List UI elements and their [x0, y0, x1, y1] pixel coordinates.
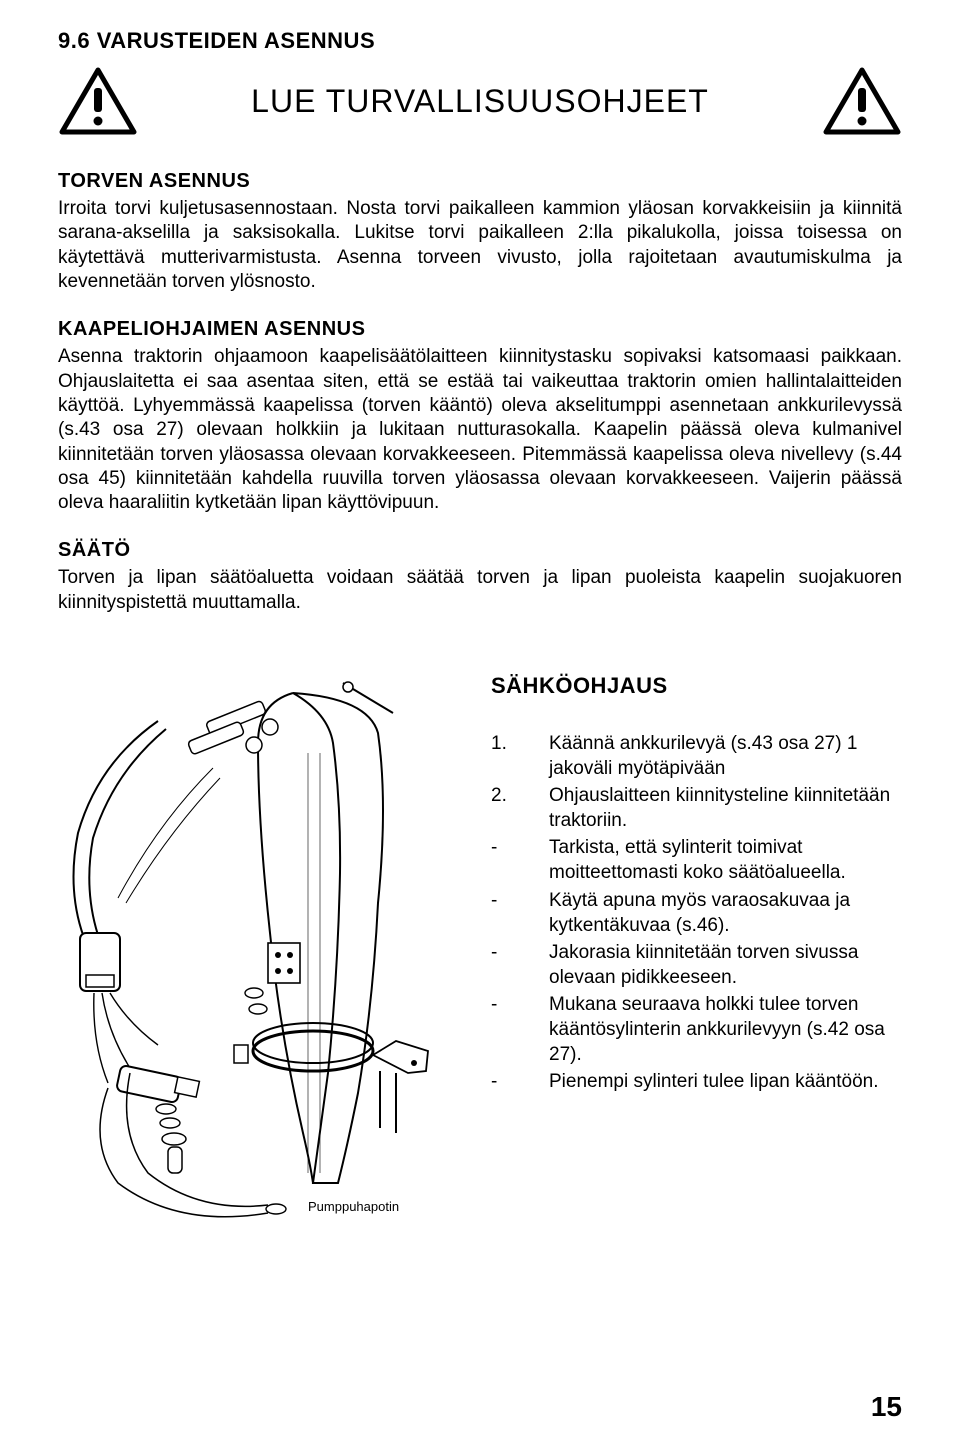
- step-text: Tarkista, että sylinterit toimivat moitt…: [549, 835, 902, 885]
- step-text: Pienempi sylinteri tulee lipan kääntöön.: [549, 1069, 902, 1094]
- list-item: - Käytä apuna myös varaosakuvaa ja kytke…: [491, 888, 902, 938]
- section-number: 9.6 VARUSTEIDEN ASENNUS: [58, 28, 902, 54]
- step-text: Mukana seuraava holkki tulee torven kään…: [549, 992, 902, 1067]
- diagram-label: Pumppuhapotin: [308, 1199, 399, 1214]
- main-title: LUE TURVALLISUUSOHJEET: [138, 83, 822, 120]
- lower-section: Pumppuhapotin SÄHKÖOHJAUS 1. Käännä ankk…: [58, 673, 902, 1238]
- list-item: - Mukana seuraava holkki tulee torven kä…: [491, 992, 902, 1067]
- list-item: 2. Ohjauslaitteen kiinnitysteline kiinni…: [491, 783, 902, 833]
- step-number: 1.: [491, 731, 549, 781]
- step-text: Käytä apuna myös varaosakuvaa ja kytkent…: [549, 888, 902, 938]
- step-number: 2.: [491, 783, 549, 833]
- list-item: - Pienempi sylinteri tulee lipan kääntöö…: [491, 1069, 902, 1094]
- list-item: - Tarkista, että sylinterit toimivat moi…: [491, 835, 902, 885]
- page-number: 15: [871, 1391, 902, 1423]
- sahko-heading: SÄHKÖOHJAUS: [491, 673, 902, 699]
- torven-body: Irroita torvi kuljetusasennostaan. Nosta…: [58, 197, 902, 294]
- step-number: -: [491, 835, 549, 885]
- step-text: Ohjauslaitteen kiinnitysteline kiinnitet…: [549, 783, 902, 833]
- step-number: -: [491, 992, 549, 1067]
- kaapeli-body: Asenna traktorin ohjaamoon kaapelisäätöl…: [58, 345, 902, 515]
- diagram: Pumppuhapotin: [58, 673, 473, 1238]
- saato-heading: SÄÄTÖ: [58, 539, 902, 562]
- saato-body: Torven ja lipan säätöaluetta voidaan sää…: [58, 566, 902, 615]
- step-number: -: [491, 1069, 549, 1094]
- warning-icon: [822, 66, 902, 136]
- step-number: -: [491, 888, 549, 938]
- warning-icon: [58, 66, 138, 136]
- step-text: Käännä ankkurilevyä (s.43 osa 27) 1 jako…: [549, 731, 902, 781]
- kaapeli-heading: KAAPELIOHJAIMEN ASENNUS: [58, 318, 902, 341]
- list-item: 1. Käännä ankkurilevyä (s.43 osa 27) 1 j…: [491, 731, 902, 781]
- list-item: - Jakorasia kiinnitetään torven sivussa …: [491, 940, 902, 990]
- step-list: 1. Käännä ankkurilevyä (s.43 osa 27) 1 j…: [491, 731, 902, 1094]
- sahko-column: SÄHKÖOHJAUS 1. Käännä ankkurilevyä (s.43…: [491, 673, 902, 1238]
- step-text: Jakorasia kiinnitetään torven sivussa ol…: [549, 940, 902, 990]
- step-number: -: [491, 940, 549, 990]
- torven-heading: TORVEN ASENNUS: [58, 170, 902, 193]
- title-row: LUE TURVALLISUUSOHJEET: [58, 66, 902, 136]
